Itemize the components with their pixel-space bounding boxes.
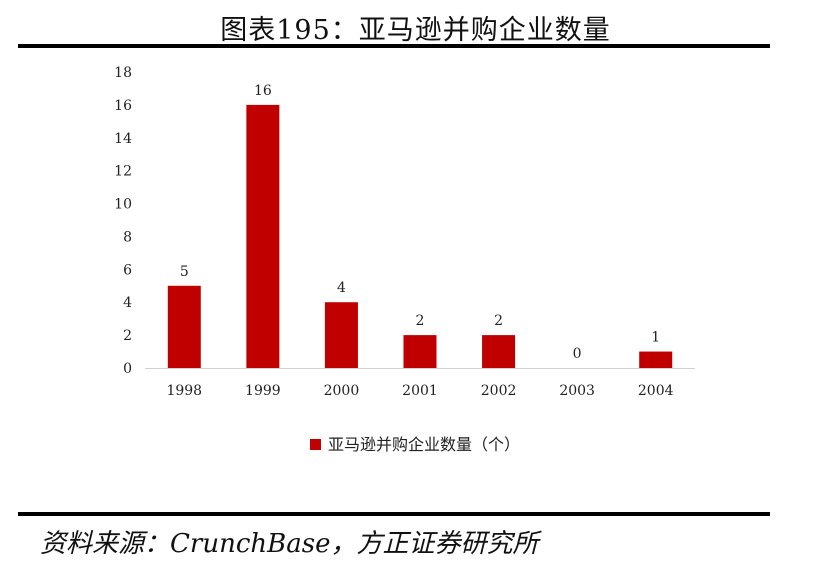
data-label: 4 xyxy=(337,280,346,296)
bar xyxy=(324,302,358,368)
x-tick-label: 1998 xyxy=(166,383,202,399)
data-label: 2 xyxy=(416,313,425,329)
bar xyxy=(403,335,437,368)
x-tick-label: 2002 xyxy=(481,383,517,399)
x-tick-label: 2000 xyxy=(324,383,360,399)
y-tick-label: 12 xyxy=(114,164,132,180)
data-label: 0 xyxy=(573,346,582,362)
bar xyxy=(167,285,201,368)
y-tick-label: 0 xyxy=(123,361,132,377)
x-tick-label: 2003 xyxy=(559,383,595,399)
y-tick-label: 2 xyxy=(123,328,132,344)
y-axis: 0 2 4 6 8 10 12 14 16 18 xyxy=(114,65,132,377)
chart-title: 图表195：亚马逊并购企业数量 xyxy=(220,15,611,46)
top-rule xyxy=(18,44,770,48)
bar-chart: 0 2 4 6 8 10 12 14 16 18 5 16 4 2 2 0 1 1998 1999 2000 200… xyxy=(114,65,695,454)
y-tick-label: 16 xyxy=(114,98,132,114)
x-tick-label: 2001 xyxy=(402,383,438,399)
bar xyxy=(482,335,516,368)
y-tick-label: 8 xyxy=(123,229,132,245)
y-tick-label: 10 xyxy=(114,197,132,213)
data-label: 2 xyxy=(494,313,503,329)
source-note: 资料来源：CrunchBase，方正证券研究所 xyxy=(40,529,539,559)
bar xyxy=(639,351,673,368)
y-tick-label: 6 xyxy=(123,262,132,278)
y-tick-label: 4 xyxy=(123,295,132,311)
y-tick-label: 18 xyxy=(114,65,132,81)
data-label: 16 xyxy=(254,83,272,99)
x-axis: 1998 1999 2000 2001 2002 2003 2004 xyxy=(166,383,673,399)
bars: 5 16 4 2 2 0 1 xyxy=(167,83,673,368)
legend-label: 亚马逊并购企业数量（个） xyxy=(328,435,520,454)
x-tick-label: 1999 xyxy=(245,383,281,399)
data-label: 1 xyxy=(651,330,660,346)
legend-swatch xyxy=(309,439,321,450)
bar xyxy=(246,104,280,368)
bottom-rule xyxy=(18,512,770,516)
data-label: 5 xyxy=(180,264,189,280)
x-tick-label: 2004 xyxy=(638,383,674,399)
y-tick-label: 14 xyxy=(114,131,132,147)
legend: 亚马逊并购企业数量（个） xyxy=(309,435,520,454)
